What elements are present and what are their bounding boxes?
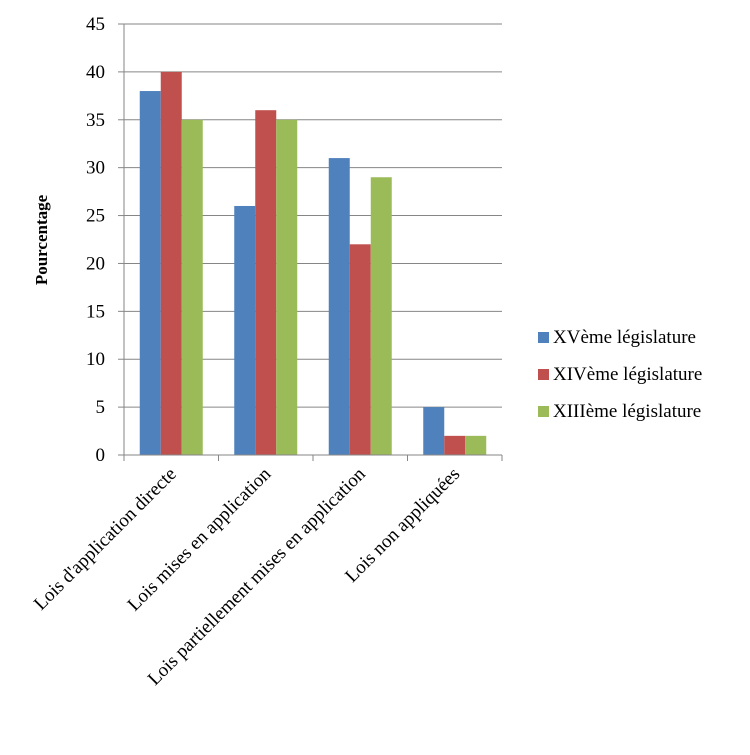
bar: [444, 435, 466, 455]
y-tick-label: 45: [86, 14, 105, 35]
y-tick-label: 20: [86, 253, 105, 274]
y-tick-labels: 0 5 10 15 20 25 30 35 40 45: [86, 14, 124, 466]
bar: [255, 110, 277, 455]
legend-label: XVème législature: [553, 327, 696, 348]
y-axis-title: Pourcentage: [32, 194, 51, 285]
legend-swatch: [538, 369, 549, 380]
bar: [465, 435, 487, 455]
y-tick-label: 5: [96, 397, 106, 418]
y-tick-label: 15: [86, 301, 105, 322]
y-tick-label: 10: [86, 349, 105, 370]
bar: [423, 407, 445, 455]
bar: [181, 119, 203, 456]
legend-swatch: [538, 332, 549, 343]
legend: XVème législature XIVème législature XIIIè…: [538, 327, 702, 422]
bar: [328, 158, 350, 456]
legend-swatch: [538, 406, 549, 417]
bar: [370, 177, 392, 455]
y-tick-label: 25: [86, 206, 105, 227]
legend-label: XIIIème législature: [553, 401, 701, 422]
bars: [139, 71, 487, 456]
y-tick-label: 0: [96, 445, 106, 466]
bar: [349, 244, 371, 455]
bar: [160, 71, 182, 455]
y-tick-label: 35: [86, 110, 105, 131]
y-tick-label: 40: [86, 62, 105, 83]
y-tick-label: 30: [86, 158, 105, 179]
bar: [139, 91, 161, 456]
bar: [234, 205, 256, 455]
bar: [276, 119, 298, 456]
category-label: Lois partiellement mises en application: [144, 463, 370, 689]
legend-label: XIVème législature: [553, 364, 702, 385]
